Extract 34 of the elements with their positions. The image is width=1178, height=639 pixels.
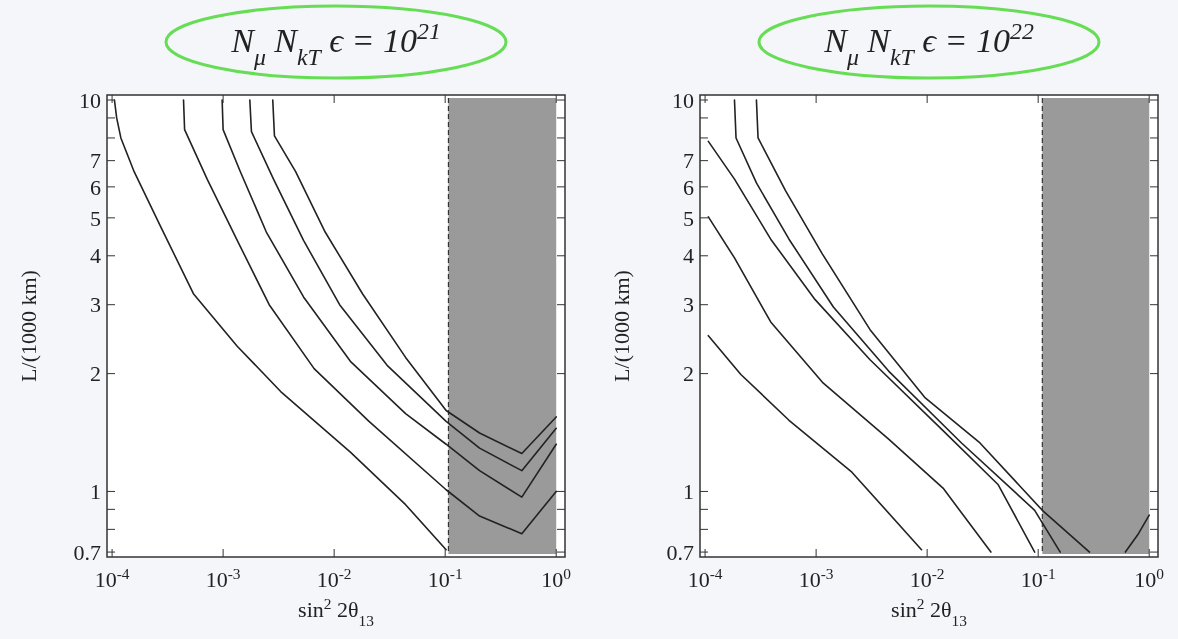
y-tick-label: 10: [79, 87, 101, 113]
y-tick-label: 5: [683, 205, 694, 231]
chart-title: N$_{μ}$ N$_{kT}$ ϵ = 10$^{21}$: [230, 18, 441, 70]
y-tick-label: 5: [90, 205, 101, 231]
x-tick-label: 10$^{0}$: [1134, 564, 1165, 592]
y-tick-label: 1: [683, 479, 694, 505]
y-tick-label: 3: [90, 292, 101, 318]
chart-title: N$_{μ}$ N$_{kT}$ ϵ = 10$^{22}$: [823, 18, 1034, 70]
y-tick-label: 6: [683, 174, 694, 200]
y-tick-label: 0.7: [666, 539, 694, 565]
x-tick-label: 10$^{-4}$: [94, 564, 130, 592]
y-tick-label: 7: [683, 148, 694, 174]
y-tick-label: 10: [672, 87, 694, 113]
y-tick-label: 7: [90, 148, 101, 174]
y-axis-title: L/(1000 km): [609, 270, 634, 382]
x-tick-label: 10$^{-4}$: [687, 564, 723, 592]
y-tick-label: 2: [90, 361, 101, 387]
y-tick-label: 4: [90, 243, 101, 269]
y-axis-title: L/(1000 km): [16, 270, 41, 382]
y-tick-label: 2: [683, 361, 694, 387]
x-tick-label: 10$^{-1}$: [427, 564, 463, 592]
x-tick-label: 10$^{-1}$: [1020, 564, 1056, 592]
y-tick-label: 4: [683, 243, 694, 269]
x-tick-label: 10$^{-2}$: [909, 564, 945, 592]
y-tick-label: 0.7: [73, 539, 101, 565]
x-axis-title: sin$^{2}$ 2θ$_{13}$: [891, 594, 968, 629]
y-tick-label: 1: [90, 479, 101, 505]
x-tick-label: 10$^{-3}$: [205, 564, 241, 592]
x-tick-label: 10$^{0}$: [541, 564, 572, 592]
y-tick-label: 3: [683, 292, 694, 318]
y-tick-label: 6: [90, 174, 101, 200]
x-tick-label: 10$^{-3}$: [798, 564, 834, 592]
x-tick-label: 10$^{-2}$: [316, 564, 352, 592]
x-axis-title: sin$^{2}$ 2θ$_{13}$: [298, 594, 375, 629]
